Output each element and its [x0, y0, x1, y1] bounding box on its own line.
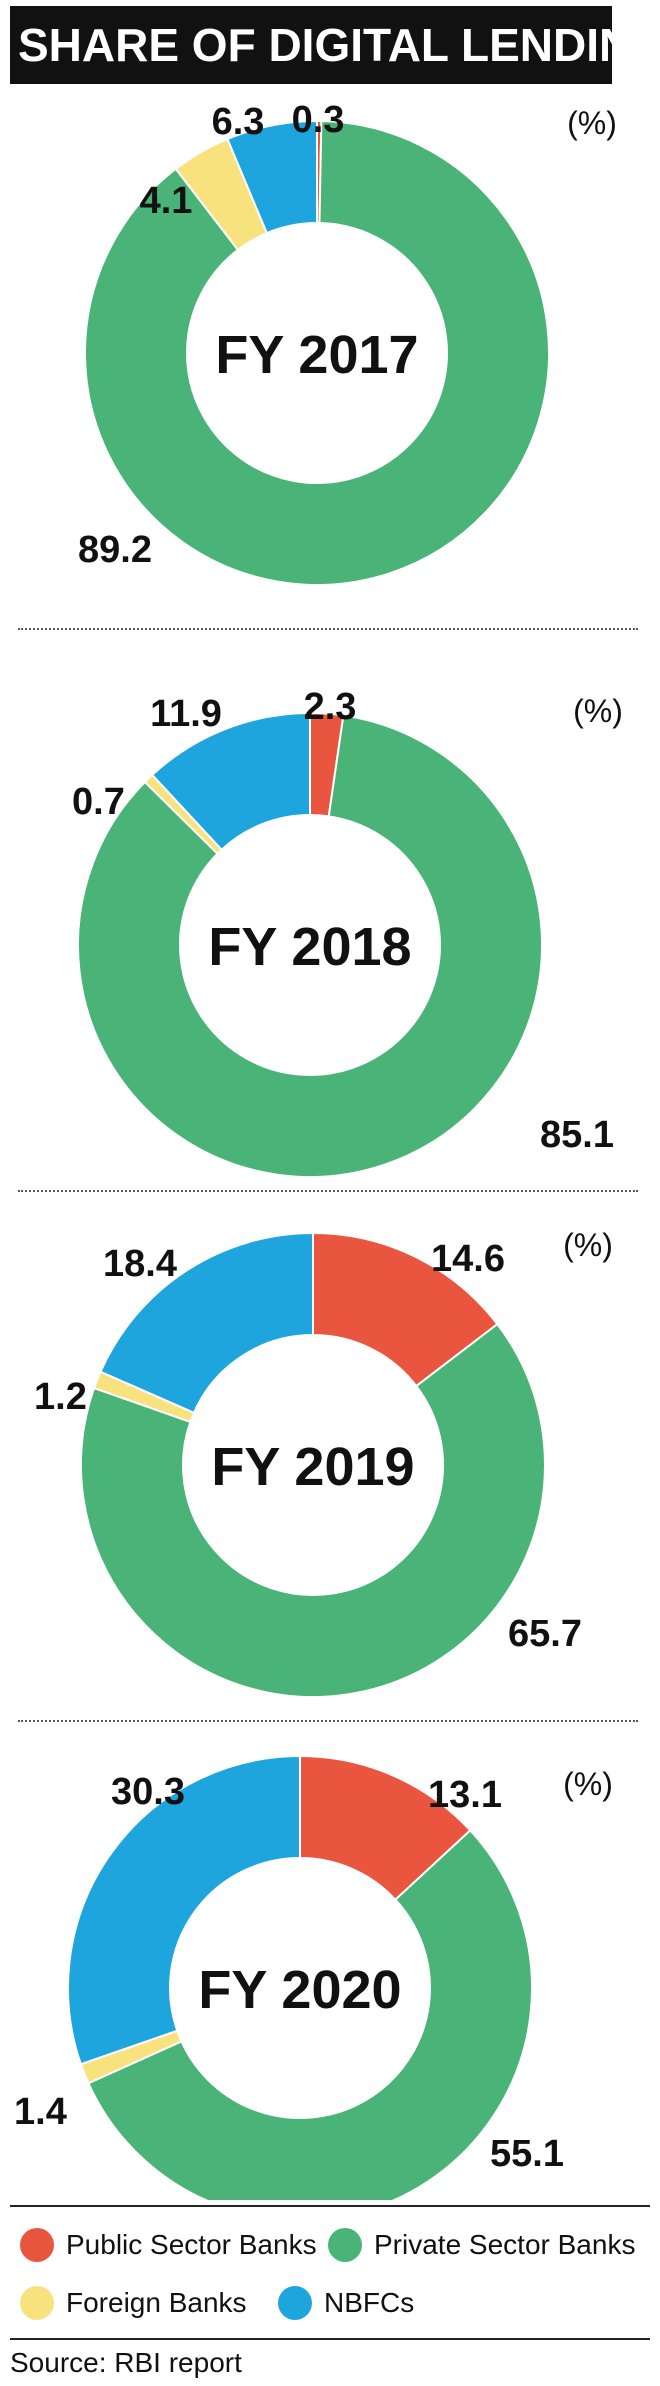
unit-label: (%): [563, 1766, 613, 1802]
slice-nbfc: [226, 119, 318, 235]
data-label-nbfc: 18.4: [103, 1243, 177, 1285]
data-label-nbfc: 6.3: [212, 101, 265, 143]
data-label-nbfc: 11.9: [150, 693, 222, 735]
divider: [18, 1190, 638, 1192]
data-label-public: 14.6: [431, 1238, 505, 1280]
center-label: FY 2019: [211, 1437, 414, 1497]
slice-nbfc: [67, 1754, 301, 2066]
legend-label-private: Private Sector Banks: [374, 2229, 636, 2260]
legend-label-foreign: Foreign Banks: [66, 2287, 247, 2318]
source-note: Source: RBI report: [10, 2347, 242, 2378]
legend-swatch-nbfc: [278, 2286, 312, 2320]
legend-item-foreign: Foreign Banks: [20, 2286, 247, 2320]
unit-label: (%): [567, 105, 617, 141]
data-label-foreign: 4.1: [140, 180, 193, 222]
slice-nbfc: [150, 711, 311, 852]
legend-swatch-public: [20, 2228, 54, 2262]
data-label-foreign: 0.7: [72, 781, 125, 823]
donut-chart-fy-2017: FY 2017 0.3 89.2 4.1 6.3 (%): [78, 99, 617, 586]
donut-chart-fy-2019: FY 2019 14.6 65.7 1.2 18.4 (%): [34, 1227, 613, 1698]
data-label-nbfc: 30.3: [111, 1771, 185, 1813]
data-label-public: 13.1: [428, 1774, 502, 1816]
data-label-private: 55.1: [490, 2133, 564, 2175]
legend-label-nbfc: NBFCs: [324, 2287, 415, 2318]
data-label-private: 65.7: [508, 1613, 582, 1655]
data-label-private: 85.1: [540, 1114, 614, 1156]
data-label-private: 89.2: [78, 529, 152, 571]
unit-label: (%): [573, 693, 623, 729]
divider: [18, 628, 638, 630]
legend-item-public: Public Sector Banks: [20, 2228, 317, 2262]
center-label: FY 2020: [198, 1960, 401, 2020]
center-label: FY 2017: [215, 325, 418, 385]
chart-title: SHARE OF DIGITAL LENDING: [10, 6, 612, 84]
data-label-foreign: 1.2: [34, 1376, 87, 1418]
divider: [18, 1720, 638, 1722]
slice-private: [87, 1828, 533, 2200]
data-label-foreign: 1.4: [14, 2091, 67, 2133]
legend-label-public: Public Sector Banks: [66, 2229, 317, 2260]
legend-item-private: Private Sector Banks: [328, 2228, 635, 2262]
center-label: FY 2018: [208, 917, 411, 977]
data-label-public: 0.3: [292, 99, 345, 141]
legend-swatch-foreign: [20, 2286, 54, 2320]
slice-nbfc: [99, 1231, 314, 1415]
source-top-rule: [10, 2338, 650, 2340]
donut-chart-fy-2020: FY 2020 13.1 55.1 1.4 30.3 (%): [14, 1754, 613, 2200]
legend-top-rule: [10, 2205, 650, 2207]
data-label-public: 2.3: [304, 686, 357, 728]
slice-private: [84, 120, 550, 586]
unit-label: (%): [563, 1227, 613, 1263]
legend-item-nbfc: NBFCs: [278, 2286, 414, 2320]
donut-chart-fy-2018: FY 2018 2.3 85.1 0.7 11.9 (%): [72, 686, 623, 1178]
legend: Public Sector Banks Private Sector Banks…: [10, 2210, 650, 2330]
slice-private: [80, 1322, 547, 1698]
legend-swatch-private: [328, 2228, 362, 2262]
